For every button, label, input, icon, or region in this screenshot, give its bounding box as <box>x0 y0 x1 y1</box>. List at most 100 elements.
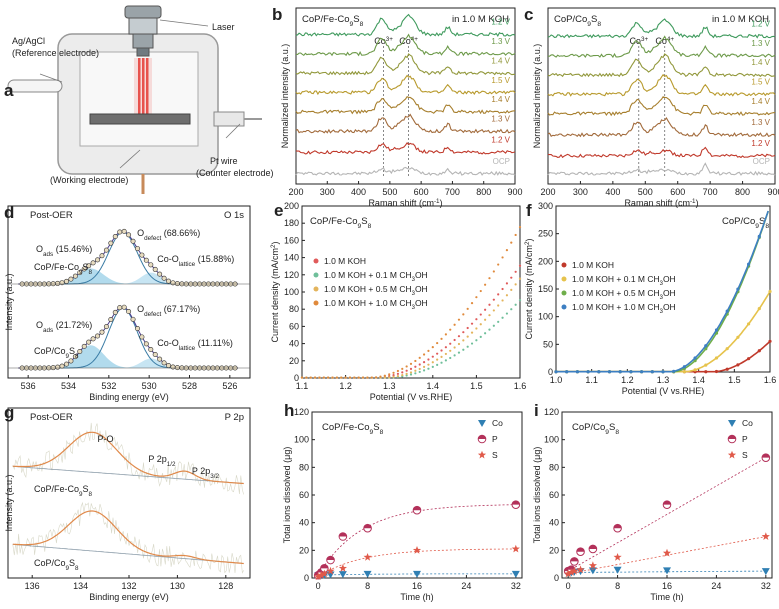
data-point <box>152 266 158 272</box>
data-point <box>174 281 180 287</box>
data-point <box>77 270 83 276</box>
marker-p <box>576 547 585 557</box>
series-point <box>418 356 421 359</box>
marker-s <box>662 548 672 557</box>
y-tick-label: 20 <box>549 545 559 555</box>
y-tick-label: 120 <box>284 270 299 280</box>
series-point <box>331 376 334 379</box>
y-tick-label: 250 <box>538 229 553 239</box>
series-label: 1.4 V <box>491 95 510 104</box>
chart-title-part: 8 <box>597 21 601 28</box>
series-point <box>440 355 443 358</box>
series-point <box>313 376 317 379</box>
series-point <box>401 373 404 377</box>
chart-title-part: CoP/Co <box>572 422 605 433</box>
marker-co <box>413 570 421 578</box>
marker-s <box>477 450 487 459</box>
data-point <box>148 346 154 352</box>
sample-label-part: 8 <box>75 565 79 572</box>
legend-entry: P <box>492 434 498 444</box>
series-point <box>379 375 382 378</box>
series-point <box>453 354 456 357</box>
series-point <box>514 283 517 286</box>
series-point <box>466 307 469 310</box>
label-co-o-lattice-part: Co-O <box>157 254 179 264</box>
legend-entry: P <box>742 434 748 444</box>
series-point <box>409 373 413 376</box>
legend-entry-part: OH <box>415 298 428 308</box>
series-point <box>470 331 474 334</box>
data-point <box>63 361 69 367</box>
series-point <box>457 318 461 321</box>
series-point <box>501 287 504 291</box>
data-point <box>161 360 167 366</box>
data-point <box>166 363 172 369</box>
series-point <box>488 314 491 317</box>
series-point <box>414 372 417 375</box>
series-point <box>510 308 513 311</box>
x-tick-label: 1.1 <box>585 375 598 385</box>
y-axis-label-part: Intensity (a.u.) <box>4 474 14 531</box>
peak-label-part: Co <box>399 36 411 46</box>
chart-title-part: CoP/Fe-Co <box>310 216 358 227</box>
y-tick-label: 100 <box>294 435 309 445</box>
marker-p-fill <box>728 435 736 439</box>
data-point <box>117 229 123 235</box>
series-point <box>462 339 465 342</box>
series-point <box>418 363 421 366</box>
data-point <box>126 232 132 238</box>
panel-label: g <box>4 403 14 422</box>
y-tick-label: 140 <box>284 253 299 263</box>
x-tick-label: 128 <box>218 581 233 591</box>
marker-p-fill <box>512 500 520 505</box>
series-point <box>427 349 430 353</box>
condition-label: in 1.0 M KOH <box>452 14 509 25</box>
x-tick-label: 300 <box>573 187 588 197</box>
panel-b-raman: 200 300 400 500 600 700 800 900 Raman shift (cm-… <box>280 7 523 208</box>
x-tick-label: 1.1 <box>296 381 309 391</box>
label-o-ads: Oads (15.46%) <box>36 244 92 258</box>
marker-s <box>576 565 585 574</box>
data-point <box>152 352 158 358</box>
legend-entry-part: OH <box>663 302 676 312</box>
marker-p-fill <box>576 547 585 552</box>
y-axis-label: Current density (mA/cm2) <box>270 241 281 342</box>
y-tick-label: 100 <box>538 312 553 322</box>
legend-entry-part: OH <box>663 288 676 298</box>
y-tick-label: 20 <box>289 356 299 366</box>
x-tick-label: 900 <box>507 187 522 197</box>
series-point <box>414 369 417 372</box>
series-point <box>714 356 719 360</box>
series-point <box>618 370 622 374</box>
series-point <box>449 342 452 345</box>
label-co-o-lattice-part: lattice <box>179 261 196 268</box>
marker-p-fill <box>363 524 372 529</box>
marker-s <box>727 450 737 459</box>
y-axis-label-part: Normalized intensity (a.u.) <box>532 44 542 149</box>
marker-co <box>363 570 372 578</box>
data-point <box>166 278 172 284</box>
series-point <box>475 339 478 342</box>
series-point <box>736 363 740 367</box>
marker-p-fill <box>567 565 576 570</box>
series-point <box>736 287 740 291</box>
series-point <box>514 233 517 237</box>
marker-p <box>570 557 579 566</box>
marker-p-fill <box>762 453 770 458</box>
marker-p-fill <box>326 556 335 561</box>
series-point <box>492 309 495 312</box>
series-point <box>409 362 413 365</box>
data-point <box>68 276 74 282</box>
panel-f-lsv: 1.0 1.1 1.2 1.3 1.4 1.5 1.6 0 50 100 150 200 250 300 P… <box>524 201 777 396</box>
legend-entry-part: 1.0 M KOH + 0.1 M CH <box>572 274 660 284</box>
panel-label: h <box>284 401 294 420</box>
marker-p <box>613 523 622 533</box>
panel-label: a <box>4 81 14 100</box>
series-label: 1.4 V <box>491 56 510 65</box>
y-tick-label: 160 <box>284 235 299 245</box>
series-point <box>475 296 478 299</box>
marker-p <box>326 555 335 565</box>
x-tick-label: 32 <box>761 581 771 591</box>
sample-label: CoP/Fe-Co9S8 <box>34 484 93 498</box>
